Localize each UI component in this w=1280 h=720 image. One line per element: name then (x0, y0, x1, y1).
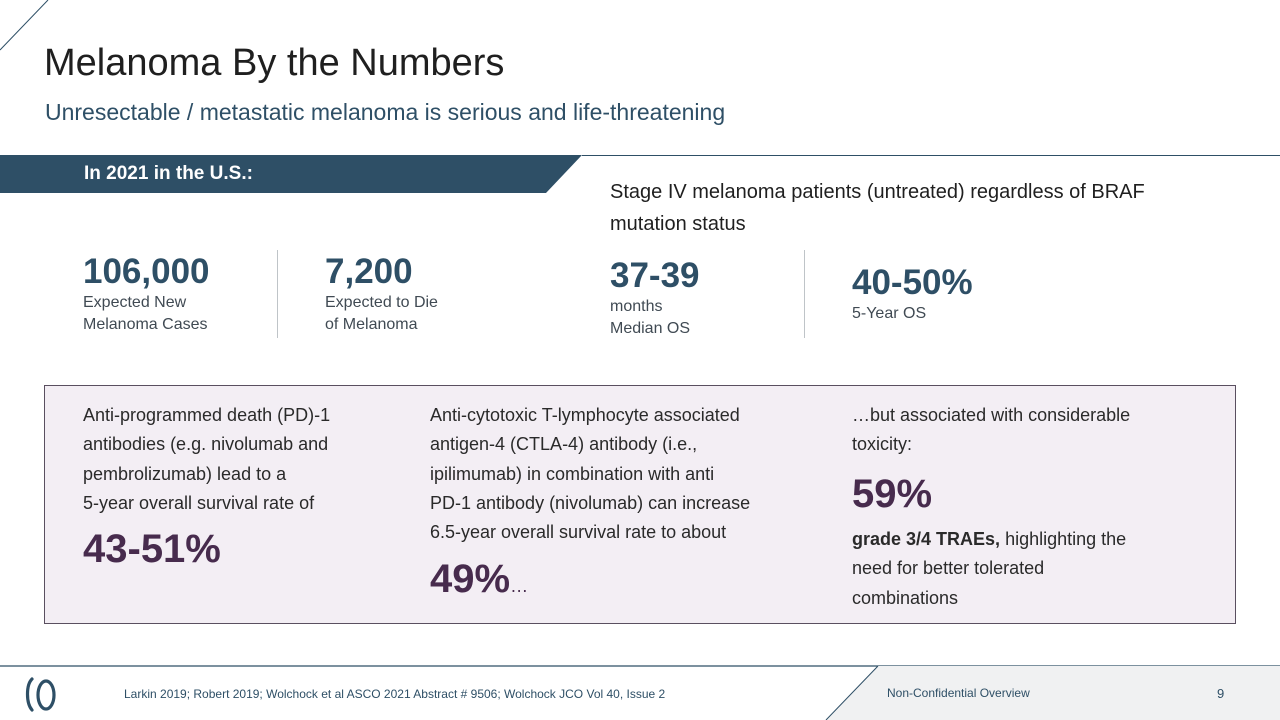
page-subtitle: Unresectable / metastatic melanoma is se… (45, 99, 726, 125)
company-logo-icon (25, 677, 56, 712)
page-title: Melanoma By the Numbers (44, 42, 505, 84)
stat-deaths: 7,200 Expected to Die of Melanoma (325, 252, 438, 336)
stat-new-cases: 106,000 Expected New Melanoma Cases (83, 252, 210, 336)
banner-label: In 2021 in the U.S.: (84, 163, 253, 184)
stat-median-os: 37-39 months Median OS (610, 256, 700, 340)
outcomes-panel (44, 385, 1236, 624)
stat-label: Median OS (610, 320, 691, 337)
stat-label: Expected New (83, 294, 187, 311)
panel-col-pd1: Anti-programmed death (PD)-1 antibodies … (83, 401, 403, 518)
stat-label: months (610, 298, 663, 315)
footer-citations: Larkin 2019; Robert 2019; Wolchock et al… (124, 687, 666, 701)
panel-col-ctla4: Anti-cytotoxic T-lymphocyte associated a… (430, 401, 800, 547)
panel-col-toxicity: …but associated with considerable toxici… (852, 401, 1212, 460)
panel-text: …but associated with considerable (852, 405, 1131, 425)
stat-label: 5-Year OS (852, 305, 927, 322)
stat-five-year-os: 40-50% 5-Year OS (852, 263, 973, 325)
toxicity-value: 59% (852, 472, 933, 516)
page-number: 9 (1217, 686, 1225, 701)
panel-text: need for better tolerated (852, 558, 1045, 579)
stat-label: Expected to Die (325, 294, 438, 311)
panel-text: Anti-cytotoxic T-lymphocyte associated (430, 405, 740, 425)
stat-label: of Melanoma (325, 316, 418, 333)
footer-confidentiality: Non-Confidential Overview (887, 686, 1030, 700)
stat-value: 106,000 (83, 252, 210, 291)
banner-bar (0, 155, 1280, 193)
stat-divider (277, 250, 278, 338)
panel-text: Anti-programmed death (PD)-1 (83, 405, 331, 425)
stat-label: Melanoma Cases (83, 316, 208, 333)
stat-divider (804, 250, 805, 338)
panel-text: antibodies (e.g. nivolumab and (83, 434, 329, 455)
pd1-survival-value: 43-51% (83, 527, 221, 571)
panel-text: 5-year overall survival rate of (83, 492, 315, 513)
footer-bar (0, 665, 1280, 720)
stat-value: 37-39 (610, 256, 700, 295)
panel-text: 6.5-year overall survival rate to about (430, 522, 727, 543)
corner-decoration (0, 0, 49, 51)
stat-value: 7,200 (325, 252, 413, 291)
combo-survival-value: 49% (430, 557, 511, 601)
toxicity-description: grade 3/4 TRAEs, highlighting the need f… (852, 525, 1212, 613)
panel-text: ipilimumab) in combination with anti (430, 463, 715, 484)
panel-text: toxicity: (852, 434, 913, 455)
ellipsis: … (510, 576, 529, 596)
traes-label: grade 3/4 TRAEs, (852, 529, 1001, 549)
stat-value: 40-50% (852, 263, 973, 302)
panel-text: combinations (852, 587, 959, 608)
panel-text: pembrolizumab) lead to a (83, 463, 287, 484)
stage-iv-heading: Stage IV melanoma patients (untreated) r… (610, 181, 1145, 235)
combo-survival: 49%… (430, 557, 528, 602)
panel-text: highlighting the (1000, 529, 1127, 549)
panel-text: PD-1 antibody (nivolumab) can increase (430, 492, 751, 513)
panel-text: antigen-4 (CTLA-4) antibody (i.e., (430, 434, 698, 455)
